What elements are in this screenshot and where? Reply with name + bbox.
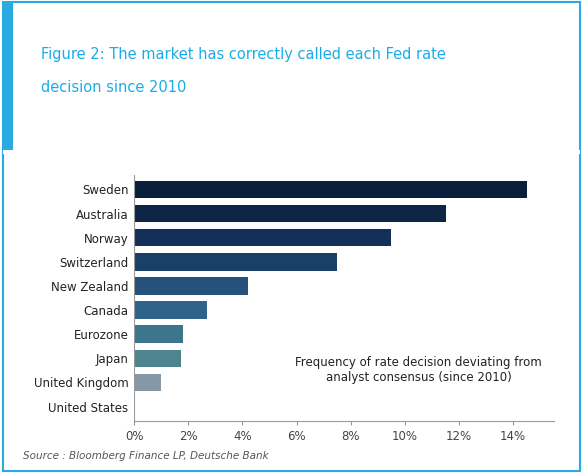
Bar — [134, 325, 183, 343]
Text: Frequency of rate decision deviating from
analyst consensus (since 2010): Frequency of rate decision deviating fro… — [295, 356, 542, 385]
Bar — [134, 277, 248, 295]
Bar — [134, 374, 161, 391]
Bar — [134, 229, 391, 246]
Bar — [134, 350, 181, 367]
Bar — [134, 301, 207, 319]
Bar — [134, 398, 135, 415]
Text: Source : Bloomberg Finance LP, Deutsche Bank: Source : Bloomberg Finance LP, Deutsche … — [23, 451, 269, 461]
Text: decision since 2010: decision since 2010 — [41, 80, 186, 96]
Bar — [134, 181, 527, 198]
Bar — [134, 253, 337, 271]
Text: Figure 2: The market has correctly called each Fed rate: Figure 2: The market has correctly calle… — [41, 47, 445, 62]
Bar — [134, 205, 445, 222]
